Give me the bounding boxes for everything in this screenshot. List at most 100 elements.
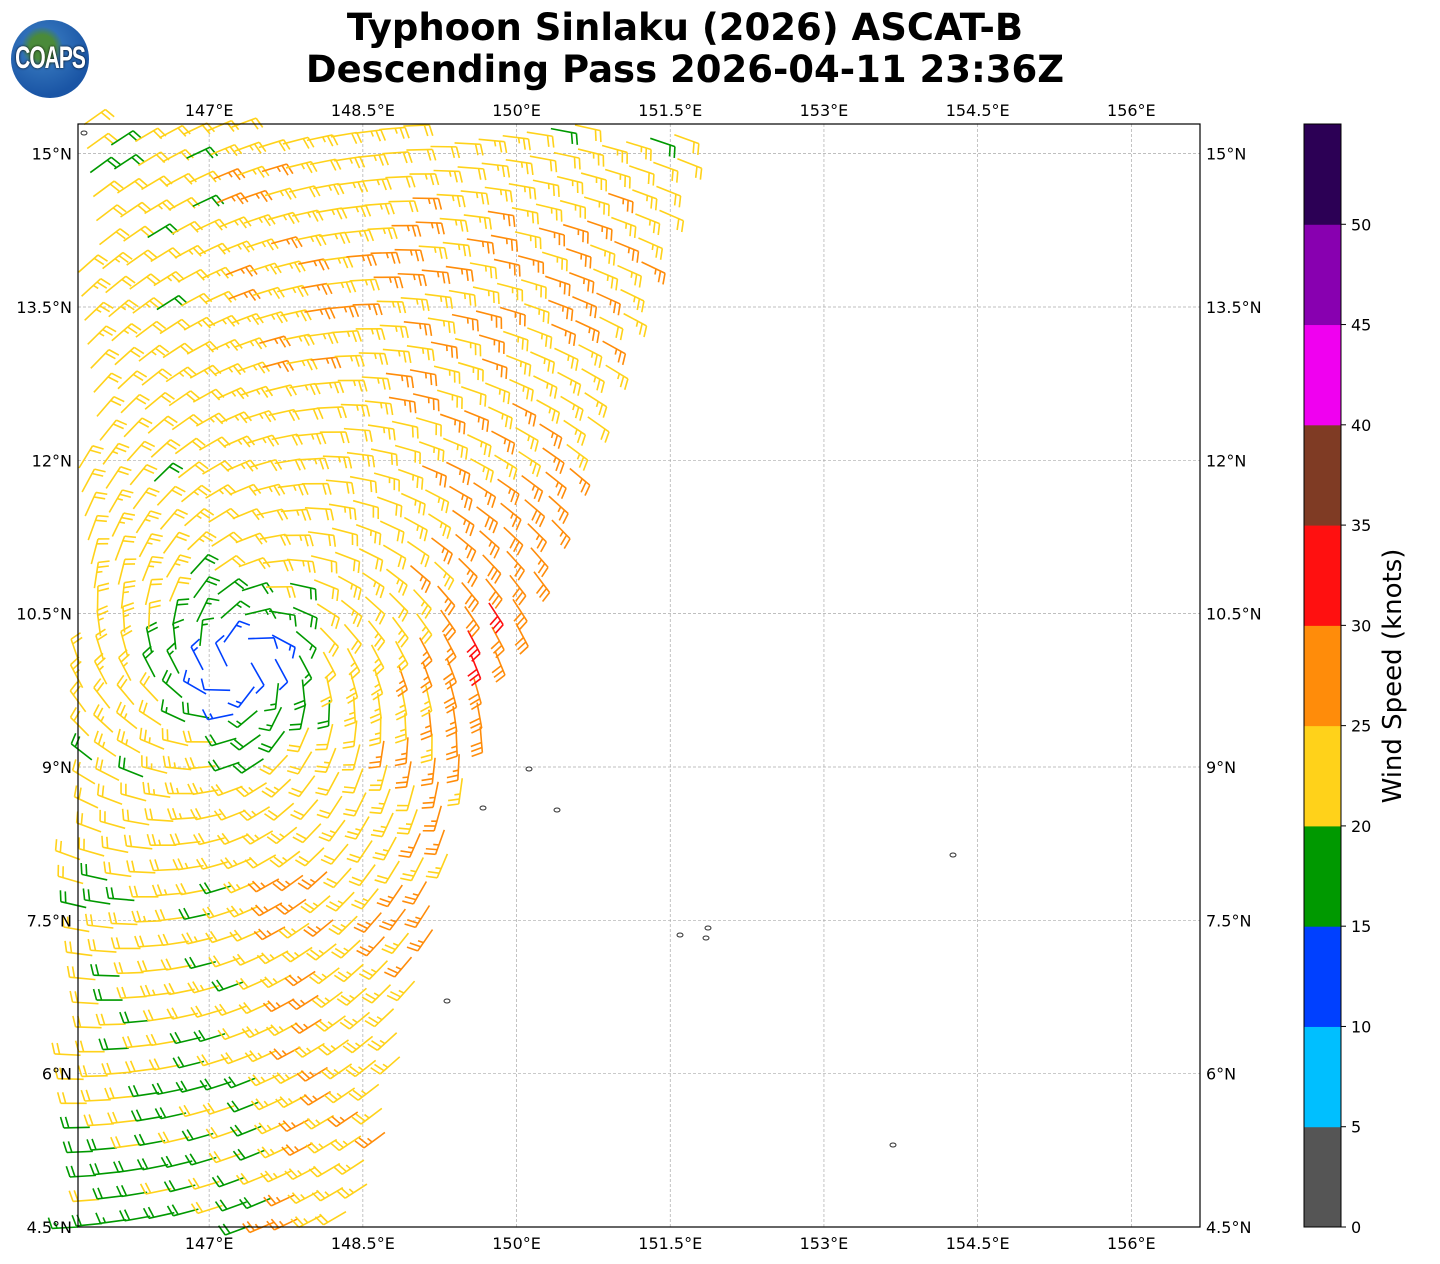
- barb-half-feather: [196, 514, 202, 520]
- barb-full-feather: [345, 691, 357, 700]
- colorbar-bin: [1304, 1026, 1341, 1128]
- barb-full-feather: [495, 624, 504, 634]
- wind-barb: [280, 508, 312, 521]
- barb-half-feather: [297, 1169, 303, 1176]
- wind-barb: [160, 699, 186, 723]
- wind-barb: [95, 204, 127, 222]
- barb-half-feather: [236, 720, 242, 725]
- barb-full-feather: [174, 833, 181, 845]
- barb-half-feather: [235, 624, 242, 628]
- wind-barb: [182, 669, 207, 695]
- barb-full-feather: [306, 509, 312, 521]
- wind-barb: [391, 420, 419, 439]
- wind-barb: [107, 1111, 139, 1125]
- barb-full-feather: [201, 124, 211, 135]
- wind-barb: [442, 437, 469, 460]
- barb-full-feather: [324, 669, 334, 679]
- barb-full-feather: [504, 415, 509, 428]
- barb-staff: [54, 1053, 81, 1057]
- wind-barb: [247, 1073, 280, 1087]
- wind-barb: [62, 1141, 93, 1154]
- barb-full-feather: [486, 493, 492, 506]
- barb-staff: [590, 244, 615, 255]
- barb-full-feather: [574, 406, 580, 419]
- barb-half-feather: [420, 600, 426, 607]
- barb-half-feather: [377, 377, 380, 384]
- barb-full-feather: [354, 355, 360, 367]
- wind-barb: [229, 483, 262, 496]
- barb-full-feather: [268, 410, 277, 421]
- barb-full-feather: [528, 412, 532, 425]
- barb-full-feather: [117, 1160, 125, 1172]
- barb-full-feather: [510, 239, 514, 251]
- wind-barb: [650, 137, 676, 159]
- wind-barb: [127, 1084, 160, 1098]
- barb-half-feather: [322, 333, 327, 340]
- wind-barb: [87, 514, 109, 541]
- wind-barb: [113, 1160, 145, 1173]
- wind-barb: [367, 227, 398, 240]
- barb-staff: [551, 323, 576, 336]
- barb-staff: [432, 781, 439, 808]
- barb-full-feather: [467, 598, 476, 609]
- barb-full-feather: [310, 647, 317, 659]
- barb-half-feather: [157, 204, 163, 210]
- barb-full-feather: [375, 328, 381, 341]
- barb-half-feather: [424, 724, 431, 729]
- barb-full-feather: [324, 1094, 334, 1104]
- wind-barb: [80, 1089, 111, 1102]
- colorbar-tick-label: 0: [1351, 1218, 1361, 1237]
- barb-half-feather: [193, 936, 198, 942]
- barb-full-feather: [165, 673, 172, 684]
- wind-barb: [241, 385, 274, 398]
- barb-full-feather: [470, 270, 474, 282]
- wind-barb: [419, 637, 433, 670]
- barb-staff: [550, 127, 577, 135]
- wind-barb: [227, 710, 258, 729]
- barb-full-feather: [327, 332, 334, 345]
- wind-barb: [114, 346, 145, 366]
- barb-full-feather: [566, 307, 569, 320]
- barb-full-feather: [444, 701, 456, 709]
- barb-full-feather: [359, 946, 371, 953]
- barb-full-feather: [261, 1146, 271, 1157]
- barb-full-feather: [283, 335, 291, 347]
- barb-full-feather: [95, 1212, 102, 1224]
- barb-full-feather: [129, 1060, 136, 1072]
- wind-barb: [433, 169, 463, 183]
- island-outline: [704, 925, 712, 931]
- barb-half-feather: [307, 212, 312, 218]
- wind-barb: [314, 1210, 347, 1226]
- barb-full-feather: [652, 221, 656, 234]
- barb-full-feather: [445, 731, 458, 738]
- wind-barb: [223, 435, 256, 448]
- wind-barb: [217, 578, 249, 595]
- barb-half-feather: [255, 193, 260, 200]
- barb-half-feather: [298, 336, 303, 342]
- wind-barb: [512, 402, 537, 427]
- barb-staff: [302, 823, 322, 844]
- wind-barb: [342, 720, 358, 749]
- barb-half-feather: [343, 947, 349, 952]
- barb-full-feather: [95, 491, 108, 496]
- barb-full-feather: [207, 1102, 216, 1113]
- wind-barb: [533, 375, 558, 399]
- barb-half-feather: [178, 812, 183, 819]
- barb-full-feather: [514, 636, 525, 646]
- barb-full-feather: [204, 148, 214, 159]
- barb-full-feather: [577, 384, 582, 396]
- barb-full-feather: [477, 168, 482, 180]
- barb-full-feather: [260, 743, 273, 749]
- wind-barb: [211, 531, 243, 547]
- wind-barb: [174, 244, 207, 259]
- barb-staff: [604, 168, 631, 178]
- barb-full-feather: [303, 929, 314, 937]
- barb-full-feather: [91, 472, 104, 477]
- barb-full-feather: [117, 470, 129, 476]
- barb-full-feather: [66, 965, 71, 978]
- barb-full-feather: [135, 397, 147, 405]
- barb-full-feather: [668, 144, 671, 157]
- island-outline: [676, 932, 684, 938]
- barb-half-feather: [266, 1124, 272, 1131]
- barb-full-feather: [575, 359, 579, 371]
